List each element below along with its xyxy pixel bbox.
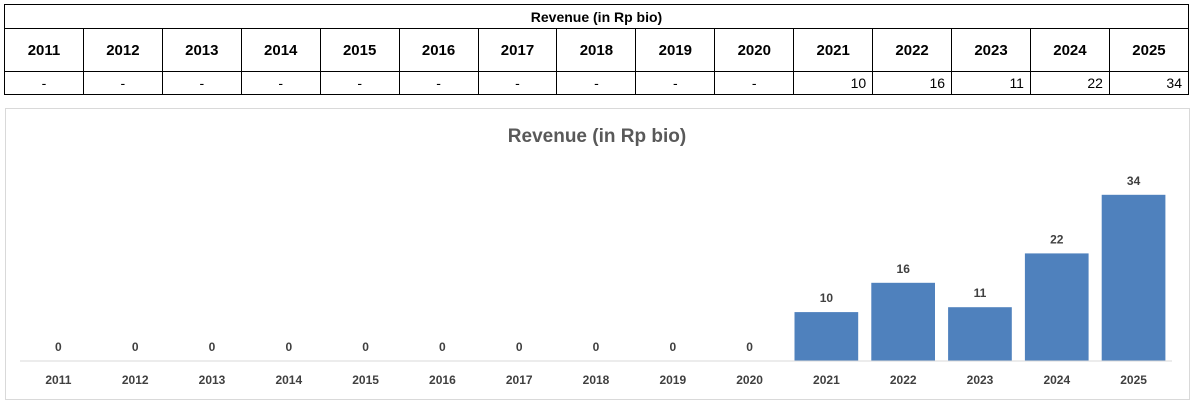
value-cell: 11 xyxy=(951,71,1031,95)
value-cell: - xyxy=(4,71,84,95)
bar-2021 xyxy=(794,312,859,361)
tick-labels-group: 2011 2012 2013 2014 2015 2016 2017 2018 2019 2020… xyxy=(45,373,1147,387)
x-tick-label-2023: 2023 xyxy=(967,373,994,387)
table-title: Revenue (in Rp bio) xyxy=(4,4,1189,29)
x-tick-label-2019: 2019 xyxy=(659,373,686,387)
data-label-2022: 16 xyxy=(897,262,911,276)
table-value-row: - - - - - - - - - - 10 16 11 22 34 xyxy=(4,71,1190,95)
x-tick-label-2012: 2012 xyxy=(122,373,149,387)
x-tick-label-2014: 2014 xyxy=(275,373,302,387)
x-tick-label-2018: 2018 xyxy=(583,373,610,387)
year-header-cell: 2019 xyxy=(635,28,716,72)
bars-group xyxy=(794,194,1166,361)
data-label-2019: 0 xyxy=(669,340,676,354)
year-header-cell: 2014 xyxy=(240,28,321,72)
value-cell: - xyxy=(398,71,479,95)
data-label-2014: 0 xyxy=(285,340,292,354)
x-tick-label-2013: 2013 xyxy=(199,373,226,387)
data-label-2025: 34 xyxy=(1127,174,1141,188)
year-header-cell: 2011 xyxy=(4,28,84,72)
x-tick-label-2024: 2024 xyxy=(1043,373,1070,387)
bar-2025 xyxy=(1101,194,1166,361)
x-tick-label-2016: 2016 xyxy=(429,373,456,387)
data-label-2024: 22 xyxy=(1050,232,1064,246)
year-header-cell: 2023 xyxy=(951,28,1031,72)
year-header-cell: 2017 xyxy=(477,28,558,72)
bar-2024 xyxy=(1024,253,1089,361)
x-tick-label-2025: 2025 xyxy=(1120,373,1147,387)
table-year-row: 2011 2012 2013 2014 2015 2016 2017 2018 … xyxy=(4,28,1190,72)
data-label-2015: 0 xyxy=(362,340,369,354)
value-cell: - xyxy=(477,71,558,95)
data-label-2023: 11 xyxy=(974,286,987,300)
value-cell: 16 xyxy=(872,71,953,95)
year-header-cell: 2015 xyxy=(319,28,400,72)
data-labels-group: 0 0 0 0 0 0 0 0 0 0 10 16 11 22 34 xyxy=(55,174,1141,354)
x-tick-label-2011: 2011 xyxy=(45,373,71,387)
year-header-cell: 2022 xyxy=(872,28,953,72)
revenue-chart-svg: Revenue (in Rp bio) 0 0 0 0 0 0 0 0 0 0 10 16 11 22 34… xyxy=(20,126,1172,387)
year-header-cell: 2012 xyxy=(82,28,163,72)
data-label-2016: 0 xyxy=(439,340,446,354)
value-cell: - xyxy=(319,71,400,95)
chart-title: Revenue (in Rp bio) xyxy=(508,126,686,147)
value-cell: - xyxy=(714,71,795,95)
revenue-table: Revenue (in Rp bio) 2011 2012 2013 2014 … xyxy=(4,4,1190,95)
value-cell: - xyxy=(635,71,716,95)
data-label-2017: 0 xyxy=(516,340,523,354)
year-header-cell: 2024 xyxy=(1029,28,1110,72)
data-label-2011: 0 xyxy=(55,340,62,354)
value-cell: 10 xyxy=(793,71,874,95)
x-tick-label-2022: 2022 xyxy=(890,373,917,387)
value-cell: 34 xyxy=(1108,71,1190,95)
data-label-2020: 0 xyxy=(746,340,753,354)
x-tick-label-2021: 2021 xyxy=(813,373,840,387)
x-tick-label-2015: 2015 xyxy=(352,373,379,387)
year-header-cell: 2016 xyxy=(398,28,479,72)
value-cell: 22 xyxy=(1029,71,1110,95)
data-label-2018: 0 xyxy=(593,340,600,354)
year-header-cell: 2013 xyxy=(161,28,242,72)
data-label-2021: 10 xyxy=(820,291,834,305)
x-tick-label-2020: 2020 xyxy=(736,373,763,387)
value-cell: - xyxy=(82,71,163,95)
data-label-2012: 0 xyxy=(132,340,139,354)
value-cell: - xyxy=(161,71,242,95)
year-header-cell: 2020 xyxy=(714,28,795,72)
table-title-row: Revenue (in Rp bio) xyxy=(4,4,1189,29)
year-header-cell: 2025 xyxy=(1108,28,1190,72)
x-tick-label-2017: 2017 xyxy=(506,373,533,387)
bar-2023 xyxy=(948,307,1012,361)
value-cell: - xyxy=(240,71,321,95)
revenue-chart: Revenue (in Rp bio) 0 0 0 0 0 0 0 0 0 0 10 16 11 22 34… xyxy=(5,108,1190,400)
year-header-cell: 2021 xyxy=(793,28,874,72)
value-cell: - xyxy=(556,71,637,95)
year-header-cell: 2018 xyxy=(556,28,637,72)
bar-2022 xyxy=(871,282,935,361)
data-label-2013: 0 xyxy=(209,340,216,354)
